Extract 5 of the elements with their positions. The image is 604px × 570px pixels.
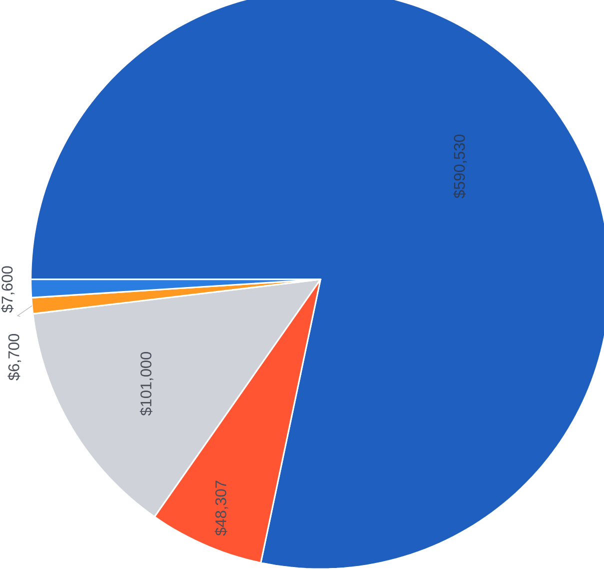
data-label: $101,000 (140, 352, 154, 416)
data-label: $7,600 (1, 266, 14, 313)
data-label: $590,530 (453, 134, 467, 198)
data-label: $6,700 (8, 334, 22, 381)
data-label: $48,307 (214, 480, 228, 536)
